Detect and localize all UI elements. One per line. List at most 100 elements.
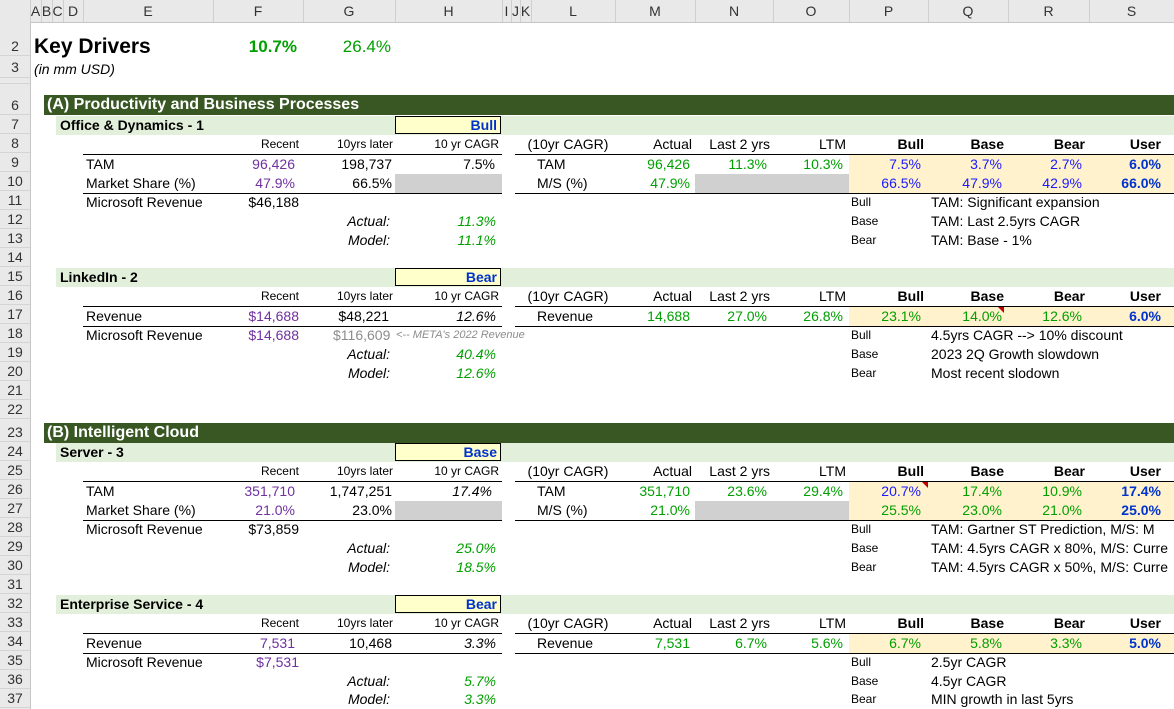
- sheet-title[interactable]: Key Drivers: [34, 35, 151, 58]
- cell-revenue[interactable]: $46,188: [248, 194, 299, 210]
- block-name[interactable]: Enterprise Service - 4: [60, 596, 204, 612]
- cell-actual[interactable]: 14,688: [647, 308, 690, 324]
- col-header-q[interactable]: Q: [928, 0, 1009, 22]
- cell-cagr[interactable]: 12.6%: [456, 308, 496, 324]
- row-header[interactable]: 36: [0, 670, 30, 689]
- section-a-header[interactable]: (A) Productivity and Business Processes: [44, 95, 1174, 115]
- row-label[interactable]: TAM: [86, 156, 115, 172]
- row-header[interactable]: [0, 78, 30, 84]
- row-header[interactable]: 24: [0, 442, 30, 461]
- col-header-m[interactable]: M: [615, 0, 696, 22]
- cell-model-cagr[interactable]: 11.1%: [457, 232, 496, 248]
- cell-revenue-later[interactable]: $116,609: [333, 327, 391, 343]
- cell-actual[interactable]: 351,710: [639, 483, 690, 499]
- cell-bear[interactable]: 21.0%: [1042, 502, 1082, 518]
- note-text[interactable]: TAM: Gartner ST Prediction, M/S: M: [931, 521, 1155, 537]
- cell-user[interactable]: 6.0%: [1129, 308, 1161, 324]
- cell-recent[interactable]: 47.9%: [255, 175, 295, 191]
- row-label-right[interactable]: TAM: [537, 156, 566, 172]
- cell-user[interactable]: 25.0%: [1121, 502, 1161, 518]
- cell-user[interactable]: 66.0%: [1121, 175, 1161, 191]
- comment-indicator[interactable]: [922, 482, 928, 488]
- note-text[interactable]: 2023 2Q Growth slowdown: [931, 346, 1100, 362]
- col-header-s[interactable]: S: [1089, 0, 1174, 22]
- top-pct-f2[interactable]: 10.7%: [248, 37, 297, 56]
- scenario-selector[interactable]: Bear: [395, 268, 501, 286]
- cell-later[interactable]: 66.5%: [352, 175, 392, 191]
- note-text[interactable]: 2.5yr CAGR: [931, 654, 1007, 670]
- row-header[interactable]: 27: [0, 499, 30, 518]
- cell-base[interactable]: 23.0%: [962, 502, 1002, 518]
- comment-indicator[interactable]: [998, 307, 1004, 313]
- cell-model-cagr[interactable]: 3.3%: [464, 691, 496, 707]
- cell-revenue[interactable]: $7,531: [256, 654, 299, 670]
- cell-actual[interactable]: 47.9%: [650, 175, 690, 191]
- row-label-right[interactable]: TAM: [537, 483, 566, 499]
- col-header-e[interactable]: E: [83, 0, 214, 22]
- cell-bull[interactable]: 7.5%: [889, 156, 921, 172]
- cell-base[interactable]: 5.8%: [970, 635, 1002, 651]
- note-text[interactable]: 4.5yrs CAGR --> 10% discount: [931, 327, 1123, 343]
- cell-user[interactable]: 17.4%: [1121, 483, 1161, 499]
- cell-cagr[interactable]: 7.5%: [463, 156, 495, 172]
- rev-label[interactable]: Microsoft Revenue: [86, 194, 203, 210]
- cell-ltm[interactable]: 10.3%: [803, 156, 843, 172]
- cell-last2[interactable]: 27.0%: [727, 308, 767, 324]
- col-header-c[interactable]: C: [52, 0, 64, 22]
- row-header[interactable]: 10: [0, 172, 30, 191]
- col-header-d[interactable]: D: [63, 0, 84, 22]
- col-header-a[interactable]: A: [30, 0, 42, 22]
- cell-bear[interactable]: 12.6%: [1042, 308, 1082, 324]
- row-header[interactable]: 6: [0, 96, 30, 115]
- cell-actual[interactable]: 7,531: [654, 635, 690, 651]
- select-all-corner[interactable]: [0, 0, 31, 22]
- sheet-subtitle[interactable]: (in mm USD): [34, 61, 115, 77]
- row-header[interactable]: 37: [0, 689, 30, 708]
- row-header[interactable]: 20: [0, 362, 30, 381]
- cell-revenue[interactable]: $14,688: [248, 327, 299, 343]
- cell-actual-cagr[interactable]: 40.4%: [456, 346, 496, 362]
- cell-recent[interactable]: 21.0%: [255, 502, 295, 518]
- cell-actual-cagr[interactable]: 5.7%: [464, 673, 496, 689]
- cell-bear[interactable]: 10.9%: [1042, 483, 1082, 499]
- row-header[interactable]: 31: [0, 575, 30, 594]
- cell-model-cagr[interactable]: 18.5%: [456, 559, 496, 575]
- note-text[interactable]: TAM: Significant expansion: [931, 194, 1100, 210]
- row-label[interactable]: Revenue: [86, 635, 143, 651]
- cell-base[interactable]: 14.0%: [962, 308, 1002, 324]
- top-pct-g2[interactable]: 26.4%: [342, 37, 391, 56]
- row-label[interactable]: Revenue: [86, 308, 143, 324]
- scenario-selector[interactable]: Bear: [395, 595, 501, 613]
- row-header[interactable]: 2: [0, 36, 30, 56]
- row-label-right[interactable]: Revenue: [537, 635, 594, 651]
- note-text[interactable]: MIN growth in last 5yrs: [931, 691, 1074, 707]
- rev-label[interactable]: Microsoft Revenue: [86, 327, 203, 343]
- cell-bull[interactable]: 25.5%: [881, 502, 921, 518]
- row-header[interactable]: 9: [0, 153, 30, 172]
- note-text[interactable]: 4.5yr CAGR: [931, 673, 1007, 689]
- cell-later[interactable]: 1,747,251: [329, 483, 392, 499]
- cell-actual[interactable]: 96,426: [647, 156, 690, 172]
- cell-base[interactable]: 3.7%: [970, 156, 1002, 172]
- note-text[interactable]: TAM: 4.5yrs CAGR x 80%, M/S: Curre: [931, 540, 1169, 556]
- note-text[interactable]: TAM: Last 2.5yrs CAGR: [931, 213, 1081, 229]
- cell-cagr[interactable]: 17.4%: [452, 483, 492, 499]
- cell-user[interactable]: 6.0%: [1129, 156, 1161, 172]
- row-header[interactable]: 35: [0, 651, 30, 670]
- row-label[interactable]: TAM: [86, 483, 115, 499]
- cell-bull[interactable]: 20.7%: [881, 483, 921, 499]
- note-text[interactable]: Most recent slodown: [931, 365, 1060, 381]
- cell-bull[interactable]: 6.7%: [889, 635, 921, 651]
- cell-later[interactable]: 10,468: [349, 635, 392, 651]
- cell-actual-cagr[interactable]: 25.0%: [456, 540, 496, 556]
- cell-later[interactable]: 198,737: [341, 156, 392, 172]
- row-header[interactable]: 34: [0, 632, 30, 651]
- col-header-k[interactable]: K: [520, 0, 532, 22]
- col-header-i[interactable]: I: [502, 0, 512, 22]
- row-header[interactable]: 30: [0, 556, 30, 575]
- block-name[interactable]: Server - 3: [60, 444, 124, 460]
- row-header[interactable]: 22: [0, 400, 30, 419]
- cell-ltm[interactable]: 29.4%: [803, 483, 843, 499]
- row-label[interactable]: Market Share (%): [86, 502, 196, 518]
- row-header[interactable]: 32: [0, 594, 30, 613]
